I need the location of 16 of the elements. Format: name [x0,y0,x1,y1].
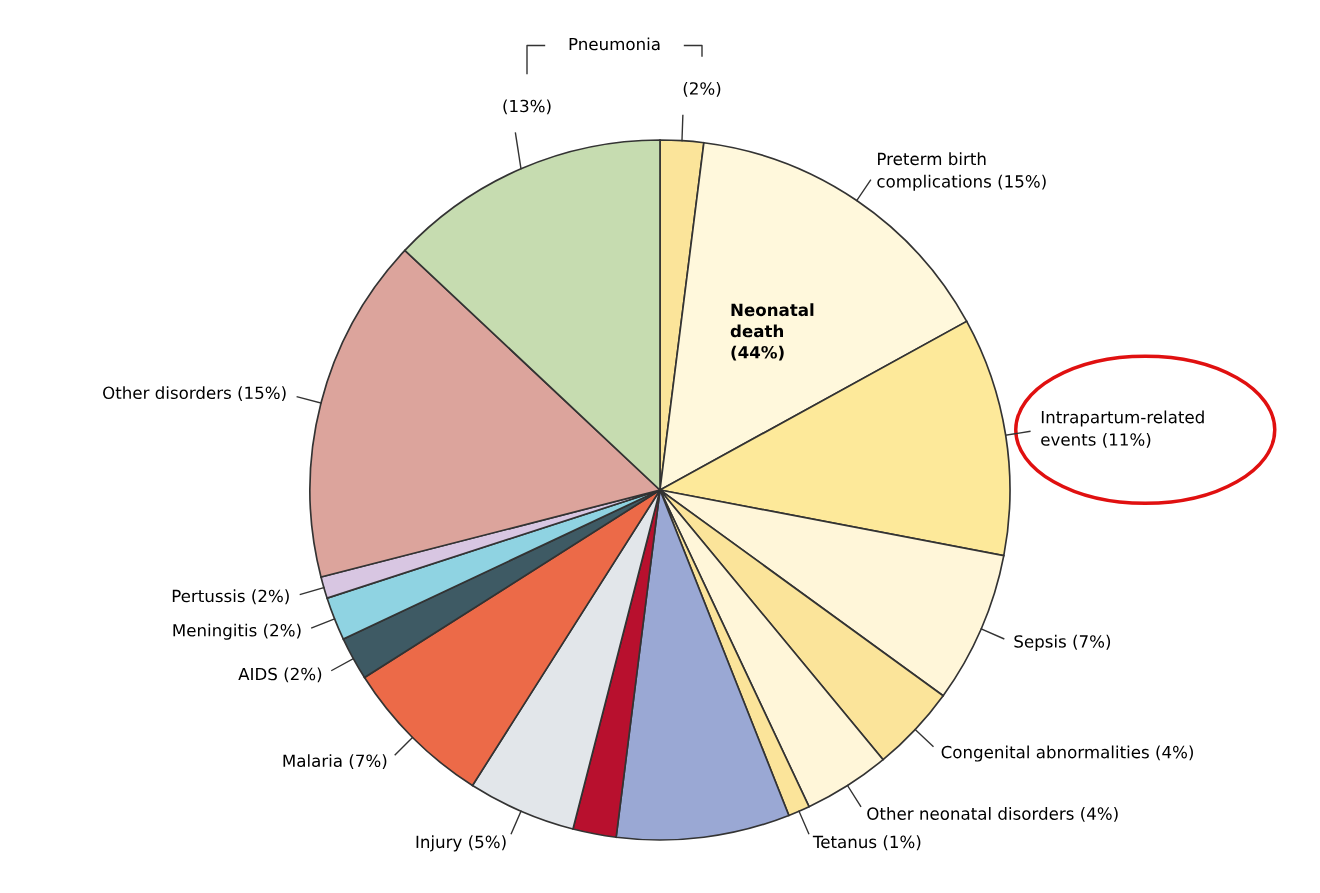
slice-label: Other neonatal disorders (4%) [867,807,1118,822]
slice-label: Preterm birth complications (15%) [877,152,1046,191]
slice-label: Congenital abnormalities (4%) [941,745,1193,762]
slice-label: (13%) [503,99,551,115]
text: Pneumonia [569,37,660,51]
slice-label: Intrapartum-related events (11%) [1041,410,1204,448]
slice-label: AIDS (2%) [238,667,322,683]
slice-label: Pertussis (2%) [172,589,289,605]
slice-label: Meningitis (2%) [173,623,301,640]
text: Neonatal death (44%) [730,303,814,361]
slice-label: Sepsis (7%) [1014,634,1111,651]
slice-label: Injury (5%) [416,835,506,852]
slice-label: (2%) [683,81,721,97]
slice-label: Malaria (7%) [283,754,387,770]
slice-label: Other disorders (15%) [103,386,286,402]
slice-label: Tetanus (1%) [812,835,921,851]
